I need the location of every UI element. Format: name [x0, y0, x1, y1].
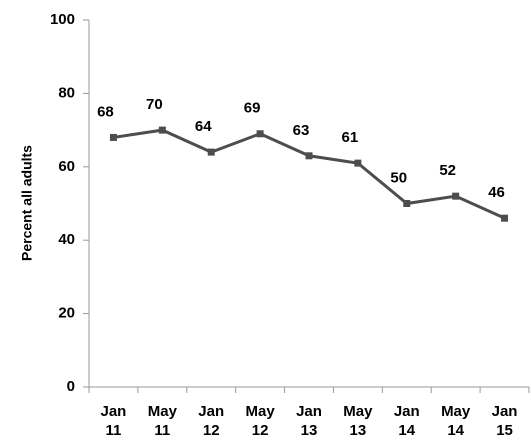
data-label: 64: [195, 118, 212, 135]
x-tick-label: Jan 15: [491, 403, 518, 439]
data-label: 50: [390, 169, 407, 186]
x-tick-label: Jan 11: [100, 403, 127, 439]
data-label: 69: [244, 100, 261, 117]
marker: [158, 126, 166, 134]
data-label: 63: [293, 122, 310, 139]
x-tick-label: May 11: [147, 403, 177, 439]
marker: [109, 133, 117, 141]
y-tick-label: 60: [58, 158, 75, 175]
marker: [207, 148, 215, 156]
marker: [403, 200, 411, 207]
data-label: 46: [488, 184, 505, 201]
y-tick-label: 20: [58, 305, 75, 322]
x-tick-label: May 14: [441, 403, 471, 439]
x-tick-label: May 13: [343, 403, 373, 439]
x-tick-label: May 12: [245, 403, 275, 439]
x-tick-label: Jan 14: [393, 403, 420, 439]
marker: [305, 152, 313, 160]
y-tick-label: 80: [58, 84, 75, 101]
y-tick-label: 100: [50, 11, 75, 28]
y-tick-label: 40: [58, 231, 75, 248]
data-label: 70: [146, 96, 163, 113]
marker: [452, 192, 460, 200]
marker: [354, 159, 362, 167]
x-tick-label: Jan 13: [296, 403, 322, 439]
y-tick-label: 0: [67, 378, 75, 395]
y-axis-label: Percent all adults: [19, 145, 35, 261]
data-label: 68: [97, 103, 114, 120]
marker: [256, 130, 264, 138]
x-tick-label: Jan 12: [198, 403, 225, 439]
data-label: 61: [342, 129, 359, 146]
marker: [501, 214, 509, 222]
data-label: 52: [439, 162, 456, 179]
